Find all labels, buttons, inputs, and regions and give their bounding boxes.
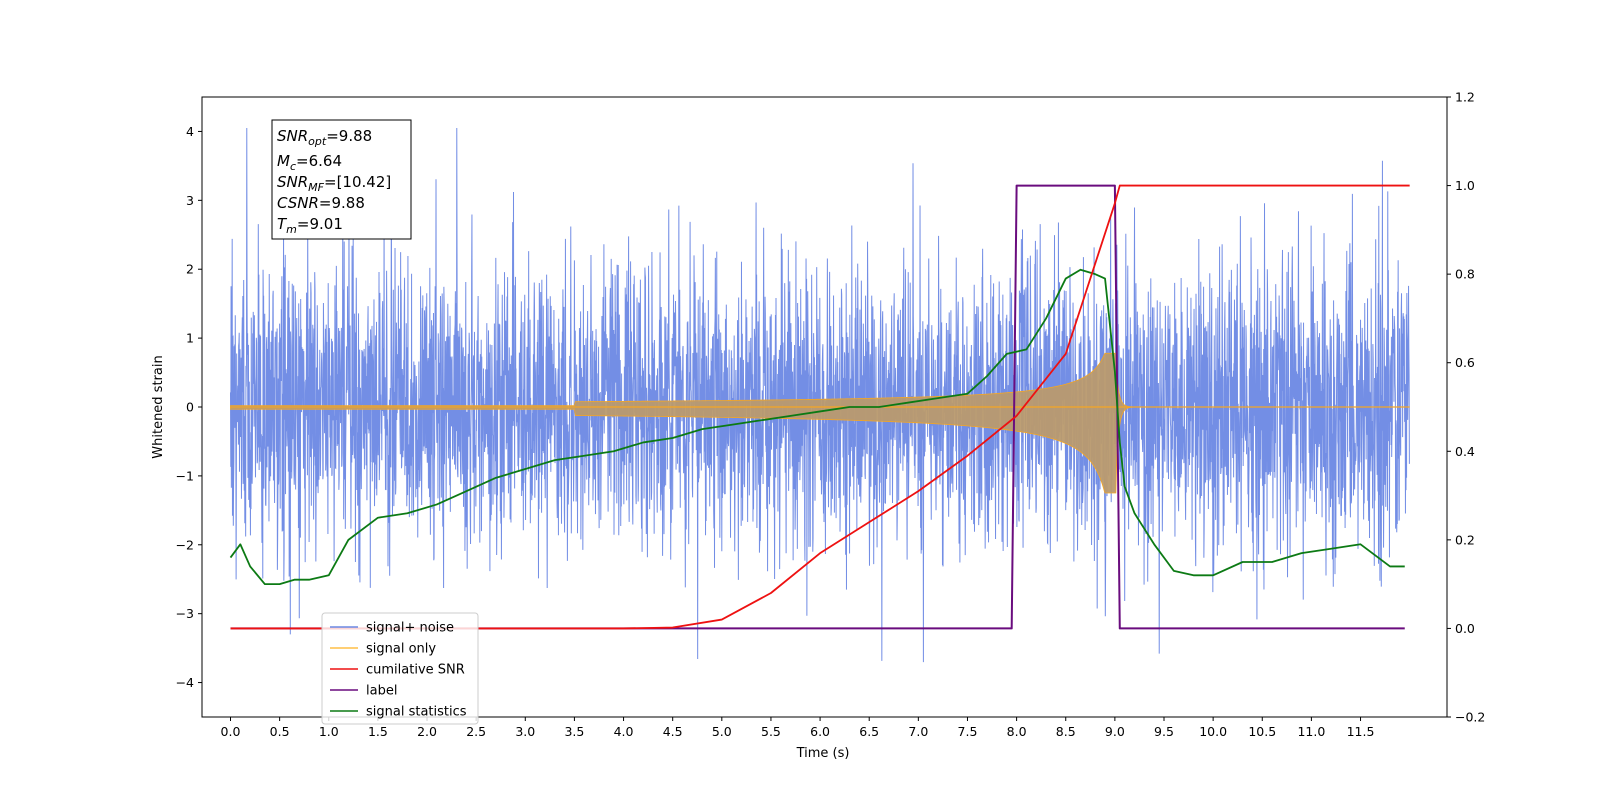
- y-axis-right: 1.2 1.0 0.8 0.6 0.4 0.2 0.0 −0.2: [1447, 90, 1485, 725]
- x-tick-label: 6.0: [810, 724, 830, 739]
- y-left-tick-label: 0: [186, 400, 194, 415]
- series-signal-noise-line: [230, 127, 1410, 663]
- x-tick-label: 10.5: [1248, 724, 1276, 739]
- y-right-tick-label: 0.2: [1455, 532, 1475, 547]
- y-left-tick-label: 2: [186, 262, 194, 277]
- y-left-tick-label: −4: [176, 675, 194, 690]
- annot-csnr: CSNR=9.88: [277, 194, 365, 212]
- y-right-tick-label: 0.8: [1455, 267, 1475, 282]
- x-tick-label: 7.0: [908, 724, 928, 739]
- x-tick-label: 1.0: [319, 724, 339, 739]
- y-right-tick-label: 1.2: [1455, 90, 1475, 105]
- x-tick-label: 11.0: [1297, 724, 1325, 739]
- x-tick-label: 9.5: [1154, 724, 1174, 739]
- x-tick-label: 5.5: [761, 724, 781, 739]
- x-tick-label: 9.0: [1105, 724, 1125, 739]
- series-label-line: [230, 184, 1405, 630]
- x-tick-label: 4.5: [663, 724, 683, 739]
- annot-mc: Mc=6.64: [277, 152, 342, 173]
- plot-area: [229, 127, 1410, 663]
- stats-annotation: SNRopt=9.88 Mc=6.64 SNRMF=[10.42] CSNR=9…: [271, 119, 412, 240]
- x-tick-label: 8.0: [1007, 724, 1027, 739]
- annot-snr-mf: SNRMF=[10.42]: [277, 173, 391, 194]
- x-tick-label: 2.5: [466, 724, 486, 739]
- y-axis-left: 4 3 2 1 0 −1 −2 −3 −4: [176, 124, 202, 690]
- y-left-tick-label: −1: [176, 468, 194, 483]
- y-right-tick-label: −0.2: [1455, 710, 1485, 725]
- y-left-tick-label: −3: [176, 606, 194, 621]
- stats-annotation-box: [271, 119, 412, 240]
- x-tick-label: 3.5: [564, 724, 584, 739]
- y-right-tick-label: 1.0: [1455, 178, 1475, 193]
- x-tick-label: 0.5: [270, 724, 290, 739]
- y-left-tick-label: 1: [186, 331, 194, 346]
- legend-item-label: label: [366, 684, 397, 699]
- x-tick-label: 1.5: [368, 724, 388, 739]
- y-left-tick-label: 3: [186, 193, 194, 208]
- annot-snr-opt: SNRopt=9.88: [277, 127, 372, 148]
- x-tick-label: 8.5: [1056, 724, 1076, 739]
- x-tick-label: 0.0: [221, 724, 241, 739]
- x-tick-label: 10.0: [1199, 724, 1227, 739]
- x-tick-label: 6.5: [859, 724, 879, 739]
- y-left-tick-label: 4: [186, 124, 194, 139]
- y-right-tick-label: 0.6: [1455, 355, 1475, 370]
- legend-item-label: signal statistics: [366, 705, 467, 720]
- series-cumulative-snr-line: [230, 184, 1410, 630]
- series-signal-statistics-line: [229, 268, 1405, 586]
- x-tick-label: 2.0: [417, 724, 437, 739]
- legend-item-label: cumilative SNR: [366, 663, 465, 678]
- legend: signal+ noise signal only cumilative SNR la…: [321, 612, 479, 725]
- annot-tm: Tm=9.01: [277, 215, 343, 236]
- x-tick-label: 11.5: [1347, 724, 1375, 739]
- x-tick-label: 5.0: [712, 724, 732, 739]
- y-left-tick-label: −2: [176, 537, 194, 552]
- y-axis-label: Whitened strain: [151, 355, 166, 458]
- x-axis-label: Time (s): [796, 746, 850, 761]
- y-right-tick-label: 0.0: [1455, 621, 1475, 636]
- y-right-tick-label: 0.4: [1455, 444, 1475, 459]
- legend-item-label: signal+ noise: [366, 621, 454, 636]
- x-tick-label: 3.0: [515, 724, 535, 739]
- legend-frame: [321, 612, 479, 725]
- legend-item-label: signal only: [366, 642, 436, 657]
- x-tick-label: 4.0: [614, 724, 634, 739]
- x-axis: 0.0 0.5 1.0 1.5 2.0 2.5 3.0 3.5 4.0 4.5 5.0 5.5 6.0 6…: [221, 717, 1375, 739]
- x-tick-label: 7.5: [958, 724, 978, 739]
